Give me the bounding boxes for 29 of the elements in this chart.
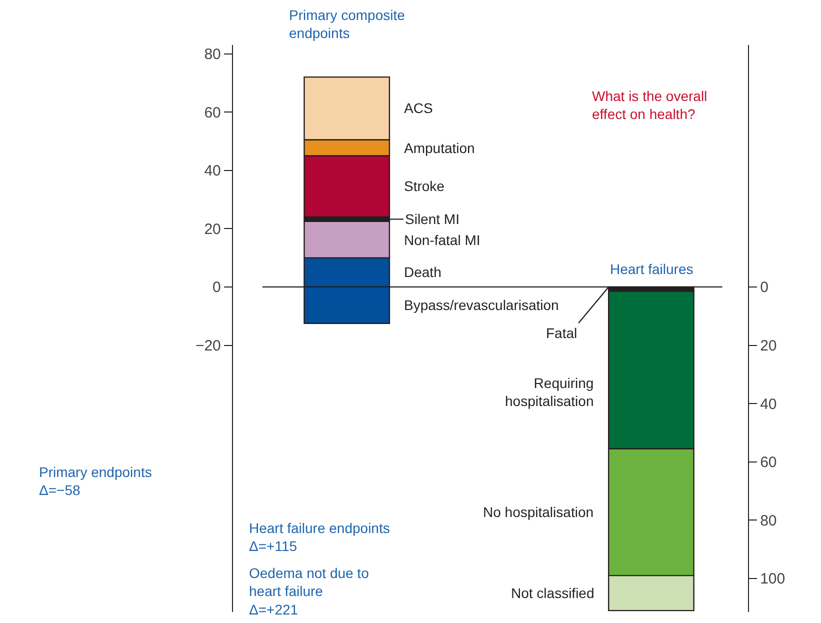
x-tick-label: Primary composite endpoints bbox=[289, 7, 406, 42]
series-label: Stroke bbox=[404, 178, 445, 194]
text: Primary endpoints Δ=−58 bbox=[39, 464, 152, 498]
series-label: Silent MI bbox=[405, 211, 460, 227]
y-tick-label: 0 bbox=[212, 279, 221, 296]
y-tick-label: 20 bbox=[204, 220, 221, 238]
x-tick-label: Heart failures bbox=[610, 261, 694, 277]
series-label: No hospitalisation bbox=[483, 504, 594, 520]
text: Fatal bbox=[546, 325, 578, 341]
annotation: What is the overall effect on health? bbox=[592, 88, 708, 122]
series-label: ACS bbox=[404, 100, 433, 116]
y-tick-label: −20 bbox=[195, 338, 221, 355]
series-label: Death bbox=[404, 264, 442, 280]
series-label: Bypass/revascularisation bbox=[404, 297, 559, 313]
y-tick-label: 80 bbox=[204, 46, 221, 63]
annotation: Heart failure endpoints Δ=+115 bbox=[249, 520, 390, 554]
series-label: Not classified bbox=[511, 585, 594, 601]
y2-tick-label: 40 bbox=[760, 396, 777, 413]
series-label: Non-fatal MI bbox=[404, 232, 480, 248]
series-label: Amputation bbox=[404, 140, 475, 156]
annotation: Oedema not due to heart failure Δ=+221 bbox=[249, 565, 370, 618]
series-label: Requiring hospitalisation bbox=[505, 375, 594, 410]
y2-tick-label: 60 bbox=[760, 454, 777, 472]
y2-tick-label: 80 bbox=[760, 512, 777, 530]
y2-tick-label: 100 bbox=[760, 570, 786, 588]
y2-tick-label: 0 bbox=[760, 279, 768, 296]
y-tick-label: 40 bbox=[204, 162, 221, 180]
y-tick-label: 60 bbox=[204, 104, 221, 122]
y2-tick-label: 20 bbox=[760, 338, 777, 355]
